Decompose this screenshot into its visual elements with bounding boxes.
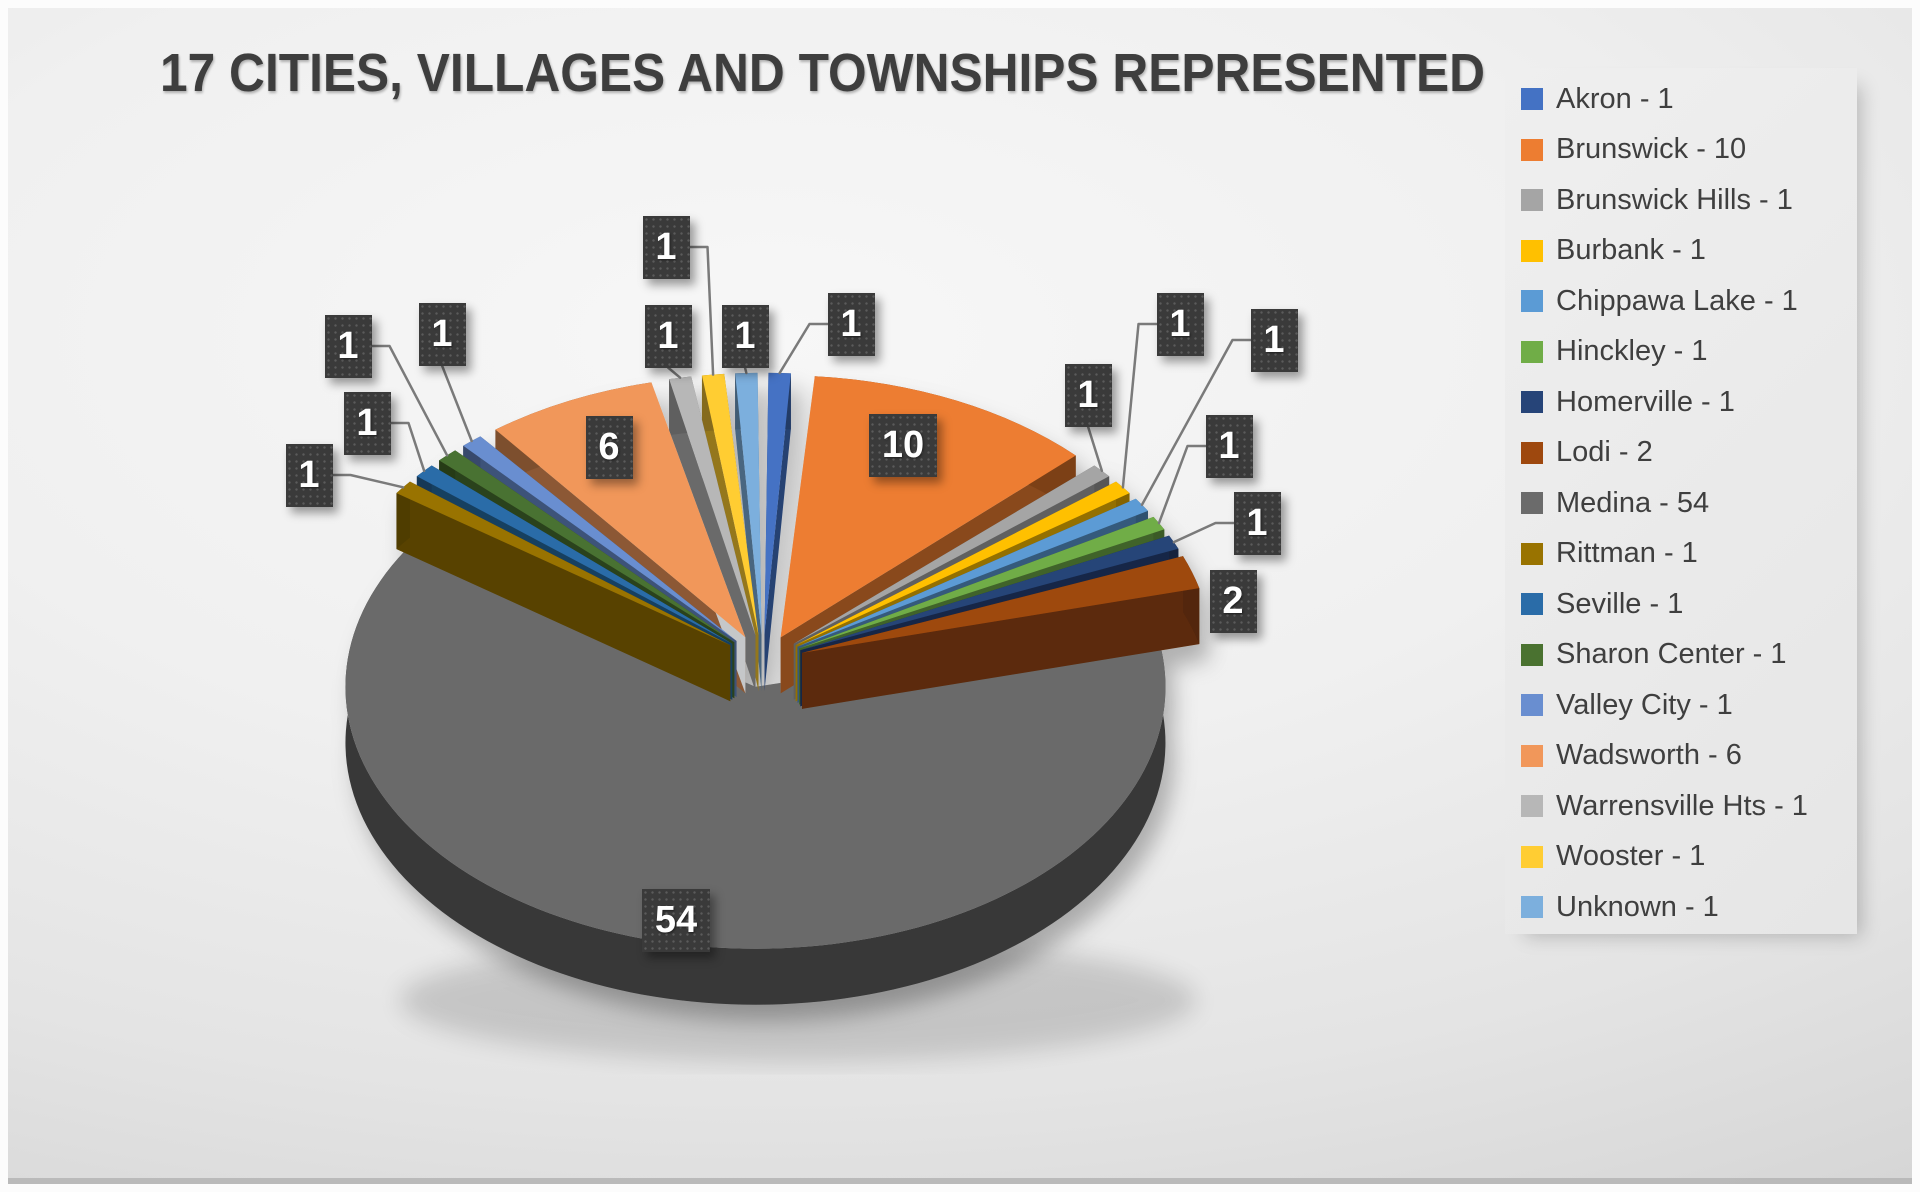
legend-item-hinckley[interactable]: Hinckley - 1: [1521, 327, 1857, 378]
legend-swatch: [1521, 795, 1543, 817]
data-label-chippawa-lake: 1: [1251, 309, 1298, 372]
data-label-valley-city: 1: [419, 303, 466, 366]
legend-swatch: [1521, 896, 1543, 918]
legend-item-homerville[interactable]: Homerville - 1: [1521, 377, 1857, 428]
legend-item-sharon-center[interactable]: Sharon Center - 1: [1521, 630, 1857, 681]
legend-item-wooster[interactable]: Wooster - 1: [1521, 832, 1857, 883]
data-label-lodi: 2: [1210, 570, 1257, 633]
legend-item-wadsworth[interactable]: Wadsworth - 6: [1521, 731, 1857, 782]
legend-swatch: [1521, 745, 1543, 767]
legend-label: Homerville - 1: [1556, 388, 1735, 417]
legend-label: Hinckley - 1: [1556, 337, 1708, 366]
legend-label: Wooster - 1: [1556, 842, 1705, 871]
data-label-warrensville-hts: 1: [645, 305, 692, 368]
legend-item-rittman[interactable]: Rittman - 1: [1521, 529, 1857, 580]
legend-label: Brunswick - 10: [1556, 135, 1746, 164]
legend: Akron - 1 Brunswick - 10 Brunswick Hills -…: [1505, 68, 1857, 934]
data-label-brunswick: 10: [869, 414, 937, 477]
data-label-wadsworth: 6: [586, 416, 633, 479]
data-label-seville: 1: [344, 392, 391, 455]
legend-swatch: [1521, 240, 1543, 262]
legend-label: Burbank - 1: [1556, 236, 1706, 265]
data-label-medina: 54: [642, 889, 710, 952]
legend-item-seville[interactable]: Seville - 1: [1521, 579, 1857, 630]
data-label-akron: 1: [828, 293, 875, 356]
legend-item-unknown[interactable]: Unknown - 1: [1521, 882, 1857, 933]
leader-line-hinckley: [1159, 446, 1205, 523]
leader-line-rittman: [333, 475, 404, 487]
chart-title: 17 CITIES, VILLAGES AND TOWNSHIPS REPRES…: [160, 42, 1485, 104]
data-label-homerville: 1: [1234, 492, 1281, 555]
data-label-unknown: 1: [722, 305, 769, 368]
legend-label: Chippawa Lake - 1: [1556, 287, 1798, 316]
legend-item-medina[interactable]: Medina - 54: [1521, 478, 1857, 529]
leader-line-burbank: [1123, 324, 1157, 487]
legend-swatch: [1521, 391, 1543, 413]
leader-line-warrensville-hts: [668, 368, 680, 378]
legend-item-brunswick[interactable]: Brunswick - 10: [1521, 125, 1857, 176]
legend-label: Rittman - 1: [1556, 539, 1698, 568]
legend-swatch: [1521, 341, 1543, 363]
legend-swatch: [1521, 290, 1543, 312]
leader-line-wooster: [690, 247, 714, 375]
legend-swatch: [1521, 846, 1543, 868]
legend-item-warrensville-hts[interactable]: Warrensville Hts - 1: [1521, 781, 1857, 832]
legend-label: Wadsworth - 6: [1556, 741, 1742, 770]
legend-label: Unknown - 1: [1556, 893, 1719, 922]
data-label-rittman: 1: [286, 444, 333, 507]
legend-label: Valley City - 1: [1556, 691, 1733, 720]
legend-label: Akron - 1: [1556, 85, 1674, 114]
legend-item-chippawa-lake[interactable]: Chippawa Lake - 1: [1521, 276, 1857, 327]
legend-label: Medina - 54: [1556, 489, 1709, 518]
leader-line-brunswick-hills: [1088, 427, 1102, 471]
legend-swatch: [1521, 88, 1543, 110]
data-label-hinckley: 1: [1206, 415, 1253, 478]
legend-label: Lodi - 2: [1556, 438, 1653, 467]
legend-label: Sharon Center - 1: [1556, 640, 1787, 669]
data-label-wooster: 1: [643, 216, 690, 279]
legend-swatch: [1521, 593, 1543, 615]
leader-line-seville: [391, 423, 425, 471]
legend-swatch: [1521, 492, 1543, 514]
leader-line-homerville: [1174, 523, 1234, 542]
data-label-sharon-center: 1: [325, 315, 372, 378]
leader-line-unknown: [745, 368, 746, 373]
legend-swatch: [1521, 644, 1543, 666]
legend-item-brunswick-hills[interactable]: Brunswick Hills - 1: [1521, 175, 1857, 226]
leader-line-valley-city: [442, 366, 472, 441]
legend-item-akron[interactable]: Akron - 1: [1521, 74, 1857, 125]
legend-label: Seville - 1: [1556, 590, 1683, 619]
legend-swatch: [1521, 694, 1543, 716]
legend-label: Brunswick Hills - 1: [1556, 186, 1793, 215]
frame-bottom-line: [8, 1178, 1912, 1184]
legend-item-burbank[interactable]: Burbank - 1: [1521, 226, 1857, 277]
legend-item-valley-city[interactable]: Valley City - 1: [1521, 680, 1857, 731]
legend-item-lodi[interactable]: Lodi - 2: [1521, 428, 1857, 479]
legend-swatch: [1521, 189, 1543, 211]
data-label-burbank: 1: [1157, 293, 1204, 356]
leader-line-akron: [780, 324, 828, 373]
legend-swatch: [1521, 442, 1543, 464]
legend-label: Warrensville Hts - 1: [1556, 792, 1808, 821]
legend-swatch: [1521, 139, 1543, 161]
data-label-brunswick-hills: 1: [1065, 364, 1112, 427]
legend-swatch: [1521, 543, 1543, 565]
